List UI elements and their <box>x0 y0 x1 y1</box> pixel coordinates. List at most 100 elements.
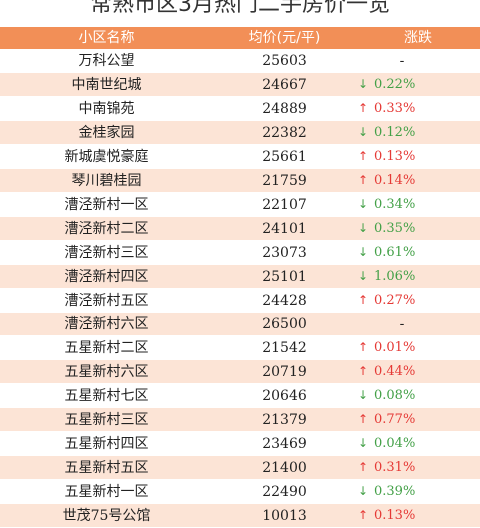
table-row: 漕泾新村二区 24101 ↓ 0.35% <box>0 216 480 241</box>
header-price: 均价(元/平) <box>213 27 356 50</box>
change-percent: 0.04% <box>374 436 416 451</box>
community-name: 漕泾新村五区 <box>0 288 213 313</box>
price-change: ↓ 0.08% <box>356 383 480 408</box>
community-name: 中南世纪城 <box>0 72 213 97</box>
average-price: 22107 <box>213 192 356 217</box>
table-row: 漕泾新村五区 24428 ↑ 0.27% <box>0 288 480 313</box>
change-percent: 0.31% <box>374 460 416 475</box>
table-row: 中南锦苑 24889 ↑ 0.33% <box>0 96 480 121</box>
up-arrow-icon: ↑ <box>357 293 369 307</box>
average-price: 24889 <box>213 96 356 121</box>
up-arrow-icon: ↑ <box>357 173 369 187</box>
change-percent: 0.12% <box>374 125 416 140</box>
average-price: 25603 <box>213 49 356 73</box>
change-percent: 0.22% <box>374 77 416 92</box>
price-change: - <box>356 49 480 73</box>
change-percent: 0.34% <box>374 197 416 212</box>
table-row: 五星新村四区 23469 ↓ 0.04% <box>0 431 480 456</box>
community-name: 五星新村二区 <box>0 335 213 360</box>
price-change: ↑ 0.13% <box>356 503 480 528</box>
average-price: 21379 <box>213 407 356 432</box>
community-name: 五星新村五区 <box>0 455 213 480</box>
change-percent: 0.13% <box>374 149 416 164</box>
down-arrow-icon: ↓ <box>357 77 369 91</box>
table-row: 五星新村七区 20646 ↓ 0.08% <box>0 383 480 408</box>
average-price: 24101 <box>213 216 356 241</box>
up-arrow-icon: ↑ <box>357 412 369 426</box>
community-name: 中南锦苑 <box>0 96 213 121</box>
community-name: 世茂75号公馆 <box>0 503 213 528</box>
table-row: 漕泾新村六区 26500 - <box>0 312 480 336</box>
change-percent: 0.08% <box>374 388 416 403</box>
average-price: 24428 <box>213 288 356 313</box>
community-name: 漕泾新村二区 <box>0 216 213 241</box>
no-change-dash: - <box>399 316 405 332</box>
up-arrow-icon: ↑ <box>357 149 369 163</box>
up-arrow-icon: ↑ <box>357 101 369 115</box>
table-row: 五星新村五区 21400 ↑ 0.31% <box>0 455 480 480</box>
community-name: 万科公望 <box>0 49 213 73</box>
price-change: ↑ 0.31% <box>356 455 480 480</box>
price-change: ↓ 0.35% <box>356 216 480 241</box>
price-change: ↓ 0.12% <box>356 120 480 145</box>
community-name: 漕泾新村一区 <box>0 192 213 217</box>
community-name: 金桂家园 <box>0 120 213 145</box>
average-price: 24667 <box>213 72 356 97</box>
table-row: 琴川碧桂园 21759 ↑ 0.14% <box>0 168 480 193</box>
change-percent: 0.44% <box>374 364 416 379</box>
up-arrow-icon: ↑ <box>357 508 369 522</box>
table-row: 五星新村一区 22490 ↓ 0.39% <box>0 479 480 504</box>
down-arrow-icon: ↓ <box>357 125 369 139</box>
average-price: 20719 <box>213 359 356 384</box>
community-name: 漕泾新村四区 <box>0 264 213 289</box>
change-percent: 0.77% <box>374 412 416 427</box>
up-arrow-icon: ↑ <box>357 340 369 354</box>
average-price: 26500 <box>213 312 356 336</box>
average-price: 21759 <box>213 168 356 193</box>
up-arrow-icon: ↑ <box>357 460 369 474</box>
community-name: 琴川碧桂园 <box>0 168 213 193</box>
table-header-row: 小区名称 均价(元/平) 涨跌 <box>0 27 480 50</box>
price-change: ↓ 0.61% <box>356 240 480 265</box>
price-change: - <box>356 312 480 336</box>
price-change: ↑ 0.27% <box>356 288 480 313</box>
community-name: 五星新村四区 <box>0 431 213 456</box>
price-change: ↓ 0.04% <box>356 431 480 456</box>
table-row: 漕泾新村一区 22107 ↓ 0.34% <box>0 192 480 217</box>
community-name: 五星新村一区 <box>0 479 213 504</box>
down-arrow-icon: ↓ <box>357 197 369 211</box>
community-name: 漕泾新村六区 <box>0 312 213 336</box>
average-price: 22490 <box>213 479 356 504</box>
table-row: 中南世纪城 24667 ↓ 0.22% <box>0 72 480 97</box>
average-price: 25661 <box>213 144 356 169</box>
change-percent: 0.14% <box>374 173 416 188</box>
change-percent: 0.27% <box>374 293 416 308</box>
price-change: ↑ 0.77% <box>356 407 480 432</box>
average-price: 23469 <box>213 431 356 456</box>
price-change: ↑ 0.14% <box>356 168 480 193</box>
table-row: 漕泾新村四区 25101 ↓ 1.06% <box>0 264 480 289</box>
change-percent: 0.01% <box>374 340 416 355</box>
down-arrow-icon: ↓ <box>357 245 369 259</box>
community-name: 五星新村七区 <box>0 383 213 408</box>
average-price: 25101 <box>213 264 356 289</box>
change-percent: 1.06% <box>374 269 416 284</box>
header-name: 小区名称 <box>0 27 213 50</box>
table-row: 五星新村二区 21542 ↑ 0.01% <box>0 335 480 360</box>
community-name: 漕泾新村三区 <box>0 240 213 265</box>
average-price: 22382 <box>213 120 356 145</box>
no-change-dash: - <box>399 53 405 69</box>
header-change: 涨跌 <box>356 27 480 50</box>
price-change: ↓ 1.06% <box>356 264 480 289</box>
price-change: ↑ 0.33% <box>356 96 480 121</box>
table-row: 金桂家园 22382 ↓ 0.12% <box>0 120 480 145</box>
price-change: ↑ 0.44% <box>356 359 480 384</box>
change-percent: 0.13% <box>374 508 416 523</box>
down-arrow-icon: ↓ <box>357 484 369 498</box>
price-change: ↓ 0.22% <box>356 72 480 97</box>
table-row: 漕泾新村三区 23073 ↓ 0.61% <box>0 240 480 265</box>
table-row: 五星新村三区 21379 ↑ 0.77% <box>0 407 480 432</box>
price-change: ↓ 0.39% <box>356 479 480 504</box>
community-name: 五星新村六区 <box>0 359 213 384</box>
average-price: 23073 <box>213 240 356 265</box>
